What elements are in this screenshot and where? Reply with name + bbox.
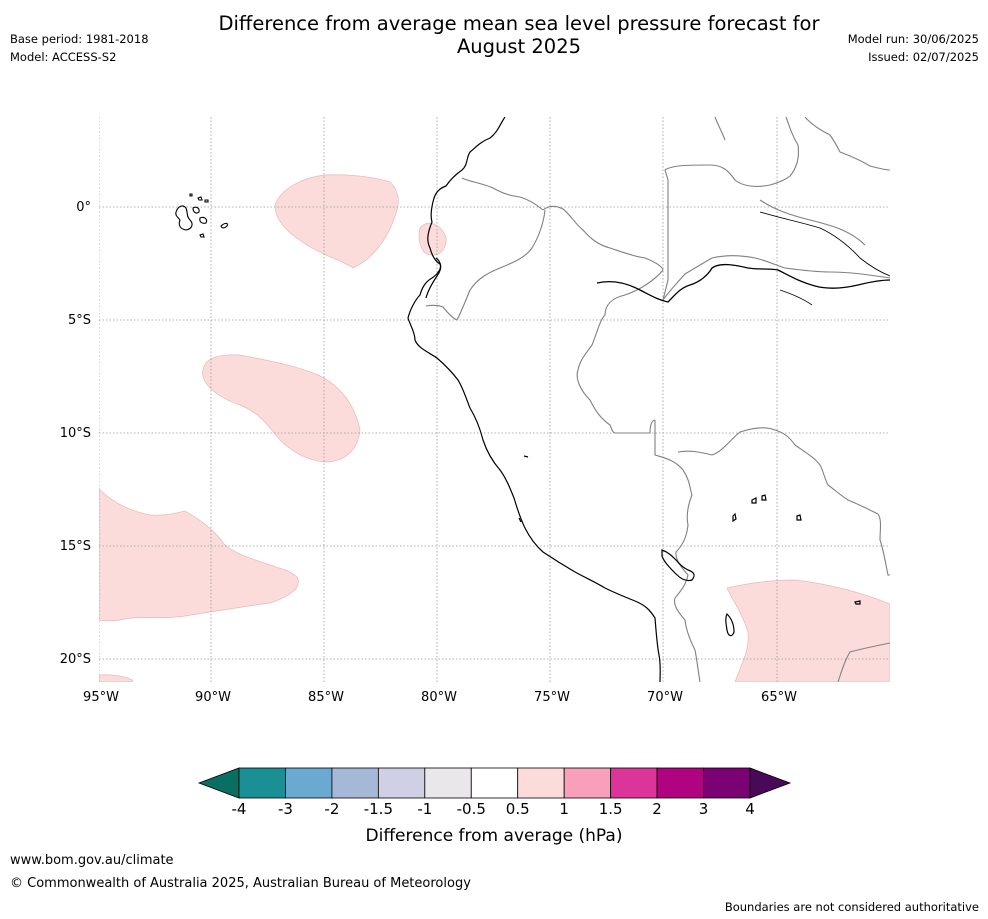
anomaly-area-peru-offshore (202, 354, 361, 463)
colorbar-segment (285, 767, 333, 799)
lake-titicaca (661, 549, 695, 582)
colorbar-tick-label: -1 (417, 800, 433, 818)
colorbar-segment (238, 767, 286, 799)
lat-label-0: 0° (76, 200, 91, 215)
small-lake-1 (732, 512, 737, 523)
colorbar-tick-label: 3 (698, 800, 709, 818)
model-run: Model run: 30/06/2025 (847, 32, 979, 46)
coast-mark (518, 517, 522, 523)
model-name: Model: ACCESS-S2 (10, 50, 117, 64)
river-north (759, 211, 890, 277)
colorbar-tick-label: -4 (231, 800, 247, 818)
lon-label-90w: 90°W (195, 690, 231, 705)
pacific-coastline (407, 117, 661, 682)
gridlines (99, 117, 890, 682)
colorbar (197, 767, 792, 799)
colorbar-tick-label: 0.5 (505, 800, 530, 818)
meta-left: Base period: 1981-2018 Model: ACCESS-S2 (10, 32, 149, 68)
amazon-river (596, 263, 890, 303)
lat-label-20s: 20°S (60, 652, 91, 667)
lon-label-85w: 85°W (308, 690, 344, 705)
footer-url[interactable]: www.bom.gov.au/climate (10, 853, 174, 868)
lat-label-5s: 5°S (68, 313, 91, 328)
colorbar-tick-label: -2 (324, 800, 340, 818)
anomaly-area-ecuador-coast (418, 222, 447, 256)
lon-labels: 95°W 90°W 85°W 80°W 75°W 70°W 65°W (83, 690, 797, 705)
colorbar-segments (238, 767, 751, 799)
anomaly-area-bottom-left (99, 674, 134, 682)
lake-poopo (725, 612, 735, 637)
anomaly-area-bolivia (726, 579, 890, 682)
meta-right: Model run: 30/06/2025 Issued: 02/07/2025 (848, 32, 979, 68)
colorbar-segment (703, 767, 751, 799)
colorbar-segment (517, 767, 565, 799)
anomaly-area-galapagos-east (274, 174, 399, 269)
small-lake-4 (796, 514, 802, 521)
colorbar-segment (656, 767, 704, 799)
colorbar-tick-label: 1.5 (598, 800, 623, 818)
colorbar-low-extend (197, 767, 240, 799)
lon-label-70w: 70°W (647, 690, 683, 705)
issued-date: Issued: 02/07/2025 (868, 50, 979, 64)
colorbar-tick-label: -1.5 (363, 800, 393, 818)
colorbar-tick-label: 1 (559, 800, 569, 818)
lat-label-15s: 15°S (60, 539, 91, 554)
footer-copyright: © Commonwealth of Australia 2025, Austra… (10, 876, 471, 891)
anomaly-area-southwest (99, 488, 299, 622)
river-mark (523, 455, 529, 458)
lon-label-65w: 65°W (761, 690, 797, 705)
anomaly-areas (99, 174, 890, 682)
base-period: Base period: 1981-2018 (10, 32, 149, 46)
colorbar-tick-label: -0.5 (456, 800, 486, 818)
colorbar-tick-label: 2 (652, 800, 662, 818)
gulf-of-guayaquil-coast (425, 257, 442, 299)
lon-label-80w: 80°W (421, 690, 457, 705)
footer-note: Boundaries are not considered authoritat… (724, 900, 979, 914)
colorbar-tick-label: 4 (745, 800, 755, 818)
small-lake-2 (751, 497, 757, 504)
lon-label-75w: 75°W (534, 690, 570, 705)
colorbar-segment (331, 767, 379, 799)
river-branch (779, 289, 813, 306)
map-title: Difference from average mean sea level p… (150, 12, 888, 58)
map-title-line1: Difference from average mean sea level p… (218, 12, 820, 35)
colorbar-tick-label: -3 (277, 800, 293, 818)
colorbar-segment (377, 767, 426, 799)
small-lake-3 (761, 494, 767, 501)
colorbar-title: Difference from average (hPa) (365, 826, 623, 846)
small-lake-5 (854, 600, 861, 605)
map-title-line2: August 2025 (456, 35, 582, 58)
lon-label-95w: 95°W (83, 690, 119, 705)
colorbar-high-extend (749, 767, 792, 799)
coastlines (175, 117, 890, 682)
colorbar-segment (610, 767, 658, 799)
lat-label-10s: 10°S (60, 426, 91, 441)
colorbar-segment (470, 767, 519, 799)
lat-labels: 0° 5°S 10°S 15°S 20°S (60, 200, 91, 667)
colorbar-segment (563, 767, 612, 799)
colorbar-segment (424, 767, 472, 799)
galapagos-islands (175, 193, 228, 238)
